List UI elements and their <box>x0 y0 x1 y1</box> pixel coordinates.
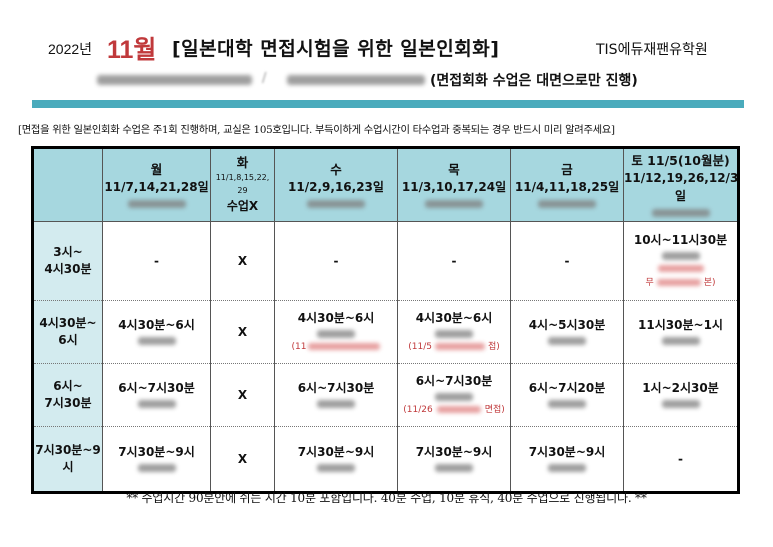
cell-thu: 4시30분~6시 (11/5 접) <box>397 300 511 364</box>
table-row: 7시30분~9 시 7시30분~9시 X 7시30분~9시 7시30분~9시 7… <box>32 426 739 493</box>
cell-thu: 6시~7시30분 (11/26 면접) <box>397 363 511 427</box>
header-fri: 금 11/4,11,18,25일 <box>510 147 624 222</box>
redacted-teacher <box>651 209 710 217</box>
cell-fri: 7시30분~9시 <box>510 426 624 493</box>
cell-tue: X <box>210 221 275 301</box>
divider-bar <box>32 100 744 108</box>
subtitle-separator: / <box>262 71 267 86</box>
header-tue: 화 11/1,8,15,22, 29 수업X <box>210 147 275 222</box>
cell-fri: - <box>510 221 624 301</box>
header-corner <box>32 147 103 222</box>
table-row: 6시~ 7시30분 6시~7시30분 X 6시~7시30분 6시~7시30분 (… <box>32 363 739 427</box>
schedule-table: 월 11/7,14,21,28일 화 11/1,8,15,22, 29 수업X … <box>31 146 740 494</box>
table-row: 4시30분~ 6시 4시30분~6시 X 4시30분~6시 (11 4시30분~… <box>32 300 739 364</box>
table-header-row: 월 11/7,14,21,28일 화 11/1,8,15,22, 29 수업X … <box>32 147 739 222</box>
time-slot: 3시~ 4시30분 <box>32 221 103 301</box>
redacted-teacher <box>548 400 586 408</box>
cell-thu: 7시30분~9시 <box>397 426 511 493</box>
cell-tue: X <box>210 363 275 427</box>
cell-wed: 6시~7시30분 <box>274 363 398 427</box>
redacted-teacher <box>548 464 586 472</box>
redacted-teacher <box>317 464 355 472</box>
interview-note: (11 <box>275 340 397 354</box>
cell-sat: 1시~2시30분 <box>623 363 739 427</box>
redacted-teacher <box>127 200 186 208</box>
cell-sat: 11시30분~1시 <box>623 300 739 364</box>
cell-tue: X <box>210 426 275 493</box>
cell-thu: - <box>397 221 511 301</box>
interview-note: (11/26 면접) <box>403 405 505 415</box>
interview-note: 무 본) <box>645 278 716 288</box>
header-thu: 목 11/3,10,17,24일 <box>397 147 511 222</box>
redacted-teacher <box>435 393 473 401</box>
cell-sat: - <box>623 426 739 493</box>
cell-wed: - <box>274 221 398 301</box>
title-month: 11월 <box>107 36 157 64</box>
cell-mon: 7시30분~9시 <box>102 426 211 493</box>
redacted-teacher <box>538 200 596 208</box>
cell-mon: - <box>102 221 211 301</box>
cell-mon: 4시30분~6시 <box>102 300 211 364</box>
redacted-teacher <box>435 464 473 472</box>
header-mon: 월 11/7,14,21,28일 <box>102 147 211 222</box>
cell-mon: 6시~7시30분 <box>102 363 211 427</box>
cell-wed: 7시30분~9시 <box>274 426 398 493</box>
subtitle-row: / (면접회화 수업은 대면으로만 진행) <box>0 68 773 92</box>
header-sat: 토 11/5(10월분) 11/12,19,26,12/3일 <box>623 147 739 222</box>
school-name: TIS에듀재팬유학원 <box>596 42 708 58</box>
redacted-teacher <box>661 337 700 345</box>
cell-tue: X <box>210 300 275 364</box>
table-row: 3시~ 4시30분 - X - - - 10시~11시30분 무 본) <box>32 221 739 301</box>
redacted-teacher <box>435 330 473 338</box>
redacted-teacher <box>661 252 700 260</box>
page-title: [일본대학 면접시험을 위한 일본인회화] <box>172 38 500 60</box>
redacted-teacher <box>317 400 355 408</box>
redacted-note <box>624 262 737 276</box>
cell-wed: 4시30분~6시 (11 <box>274 300 398 364</box>
redacted-teacher <box>137 337 176 345</box>
cell-fri: 6시~7시20분 <box>510 363 624 427</box>
redacted-teacher <box>425 200 483 208</box>
redacted-teacher <box>137 400 176 408</box>
cell-fri: 4시~5시30분 <box>510 300 624 364</box>
title-row: 2022년 11월 [일본대학 면접시험을 위한 일본인회화] TIS에듀재팬유… <box>0 30 773 66</box>
time-slot: 4시30분~ 6시 <box>32 300 103 364</box>
redacted-teacher-names <box>97 75 252 85</box>
time-slot: 6시~ 7시30분 <box>32 363 103 427</box>
redacted-teacher <box>137 464 176 472</box>
header-wed: 수 11/2,9,16,23일 <box>274 147 398 222</box>
cell-sat: 10시~11시30분 무 본) <box>623 221 739 301</box>
time-slot: 7시30분~9 시 <box>32 426 103 493</box>
footer-note: ** 수업시간 90분안에 쉬는 시간 10분 포함입니다. 40분 수업, 1… <box>126 491 647 505</box>
redacted-teacher <box>317 330 355 338</box>
redacted-teacher <box>307 200 365 208</box>
redacted-teacher-names <box>287 75 425 85</box>
notice-text: [면접을 위한 일본인회화 수업은 주1회 진행하며, 교실은 105호입니다.… <box>18 124 615 136</box>
redacted-teacher <box>548 337 586 345</box>
title-year: 2022년 <box>48 41 93 57</box>
subtitle-note: (면접회화 수업은 대면으로만 진행) <box>430 73 638 89</box>
interview-note: (11/5 접) <box>408 342 500 352</box>
redacted-teacher <box>661 400 700 408</box>
